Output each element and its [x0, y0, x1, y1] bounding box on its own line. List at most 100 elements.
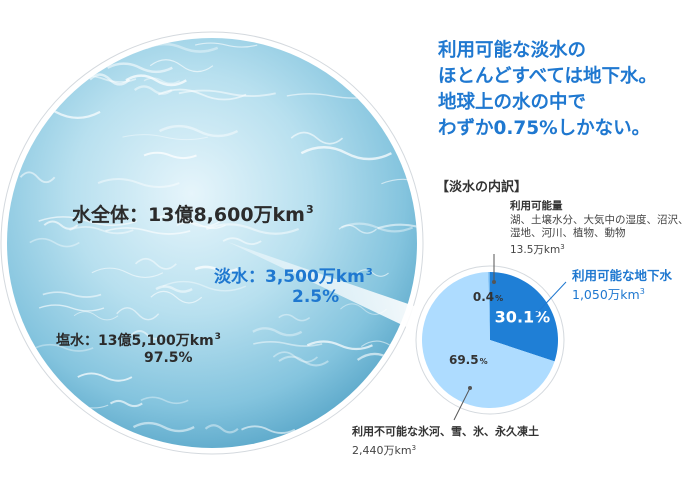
freshwater-label: 淡水：3,500万km3 2.5%: [214, 262, 414, 307]
ripple: [109, 399, 143, 408]
ripple: [73, 311, 119, 321]
unavailable-sup: 3: [411, 444, 417, 452]
headline-line-1: 利用可能な淡水の: [438, 40, 587, 61]
groundwater-title: 利用可能な地下水: [572, 268, 673, 283]
ripple: [162, 280, 247, 292]
ripple: [35, 73, 80, 83]
ripple: [133, 85, 173, 95]
ripple: [130, 330, 165, 340]
pie-label-available: 0.4%: [473, 290, 503, 304]
ripple: [158, 124, 239, 138]
ripple: [29, 237, 80, 248]
ripple: [122, 134, 208, 141]
leader-unavailable: [453, 387, 471, 421]
ripple: [35, 343, 94, 352]
leader-unavailable-dot: [468, 386, 472, 390]
pie-slice-groundwater: [490, 272, 559, 362]
freshwater-percent: 2.5%: [292, 287, 340, 307]
ripple: [369, 393, 417, 407]
ripple: [77, 372, 133, 382]
total-water-text: 水全体：13億8,600万km: [72, 204, 305, 226]
ripple: [205, 223, 300, 235]
total-water-label: 水全体：13億8,600万km3: [72, 200, 314, 227]
ripple: [38, 304, 105, 312]
pie-label-unavailable: 69.5%: [449, 353, 488, 367]
ripple: [107, 62, 173, 74]
ripple: [341, 222, 414, 233]
freshwater-text: 淡水：3,500万km: [214, 267, 365, 287]
ripple: [241, 425, 296, 434]
ripple: [278, 313, 311, 322]
ripple: [157, 88, 247, 101]
ripple: [125, 74, 187, 87]
ripple: [290, 131, 344, 145]
breakdown-title: 【淡水の内訳】: [436, 180, 528, 195]
available-other-desc-2: 湿地、河川、植物、動物: [510, 227, 626, 239]
ripple: [253, 341, 323, 347]
unavailable-title: 利用不可能な氷河、雪、氷、永久凍土: [352, 425, 539, 438]
ripple: [105, 227, 191, 235]
total-water-sup: 3: [305, 203, 314, 216]
saltwater-percent: 97.5%: [144, 350, 193, 366]
headline-line-3: 地球上の水の中で: [438, 92, 587, 113]
ripple: [252, 327, 303, 337]
ripple: [132, 421, 195, 433]
ripple: [140, 396, 189, 405]
available-other-callout: 利用可能量 湖、土壌水分、大気中の湿度、沼沢、 湿地、河川、植物、動物 13.5…: [510, 200, 689, 257]
leader-groundwater-dot: [534, 312, 538, 316]
unavailable-amount: 2,440万km: [352, 444, 412, 457]
ripple: [42, 291, 102, 298]
freshwater-pie: [422, 271, 559, 408]
pie-label-groundwater: 30.1%: [495, 308, 551, 327]
ripple: [91, 267, 164, 278]
headline: 利用可能な淡水の ほとんどすべては地下水。 地球上の水の中で わずか0.75%し…: [438, 38, 700, 142]
ripple: [194, 42, 258, 48]
ripple: [204, 424, 239, 434]
ripple: [97, 178, 180, 188]
ripple: [149, 59, 214, 73]
available-other-title: 利用可能量: [510, 200, 563, 212]
ripple: [272, 351, 319, 363]
available-other-desc-1: 湖、土壌水分、大気中の湿度、沼沢、: [510, 213, 689, 226]
groundwater-callout: 利用可能な地下水 1,050万km3: [572, 268, 672, 303]
ripple: [143, 151, 197, 160]
ripple: [377, 223, 417, 234]
available-other-sup: 3: [560, 242, 565, 251]
ripple: [143, 77, 181, 85]
ripple: [155, 285, 193, 293]
ripple: [134, 257, 177, 270]
pie-slice-available: [488, 271, 490, 340]
ripple: [306, 340, 373, 351]
ripple: [308, 46, 370, 58]
headline-line-2: ほとんどすべては地下水。: [438, 66, 658, 87]
headline-line-4: わずか0.75%しかない。: [438, 118, 651, 139]
saltwater-sup: 3: [214, 332, 221, 342]
groundwater-amount: 1,050万km: [572, 287, 640, 302]
ripple: [43, 220, 79, 230]
leader-available-dot: [492, 280, 496, 284]
ripple: [296, 42, 360, 55]
ripple: [381, 178, 417, 189]
freshwater-sup: 3: [365, 267, 373, 278]
ripple: [356, 269, 389, 277]
ripple: [116, 307, 160, 321]
ripple: [150, 290, 203, 304]
ripple: [19, 171, 56, 184]
groundwater-sup: 3: [639, 287, 645, 296]
ripple: [89, 73, 131, 86]
ripple: [194, 265, 238, 273]
saltwater-text: 塩水：13億5,100万km: [56, 333, 214, 349]
unavailable-callout: 利用不可能な氷河、雪、氷、永久凍土 2,440万km3: [352, 424, 539, 459]
ripple: [361, 70, 410, 84]
ripple: [38, 216, 138, 227]
ripple: [222, 237, 262, 246]
ripple: [17, 71, 86, 84]
ripple: [338, 224, 377, 234]
leader-groundwater: [535, 281, 567, 315]
ripple: [300, 146, 392, 161]
pie-slice-unavailable: [422, 272, 555, 408]
ripple: [343, 71, 416, 82]
freshwater-pointer: [228, 242, 420, 332]
